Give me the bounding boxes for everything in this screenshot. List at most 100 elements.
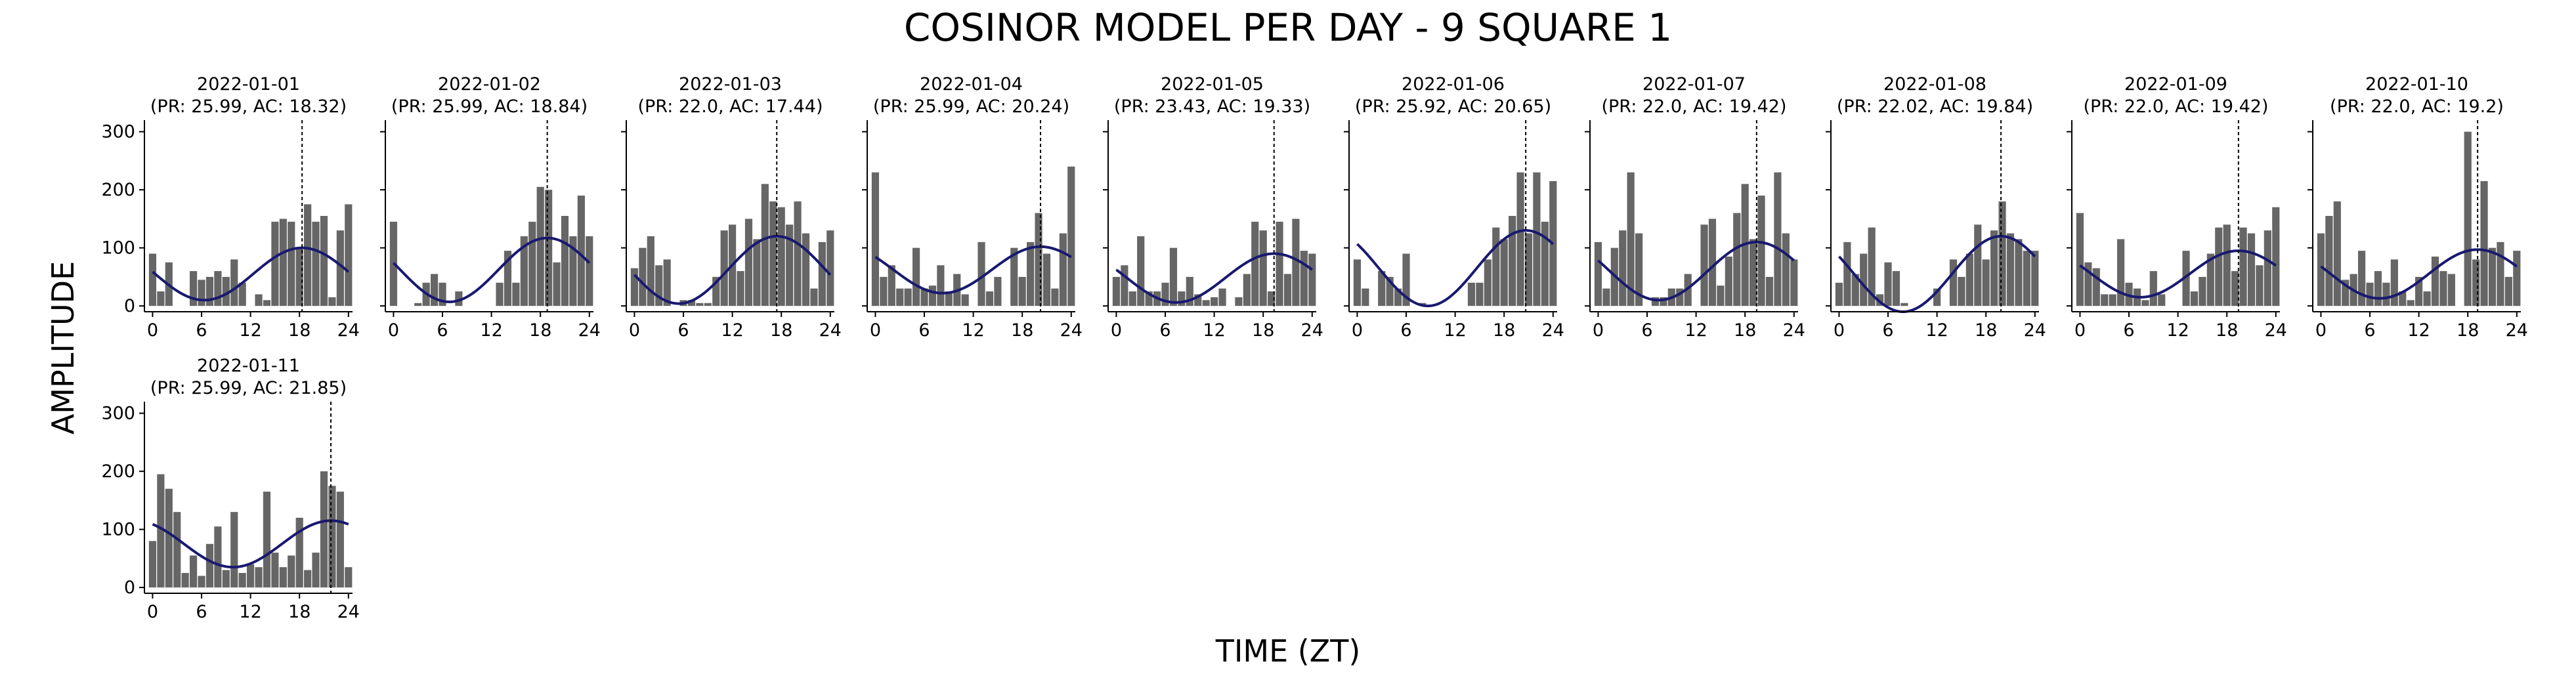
x-tick-label: 24: [337, 602, 360, 622]
x-tick-label: 12: [2407, 320, 2430, 341]
hourly-bar: [214, 526, 222, 588]
hourly-bar: [496, 282, 504, 306]
hourly-bar: [279, 219, 287, 306]
x-tick-label: 18: [529, 320, 551, 341]
x-tick-label: 12: [2166, 320, 2189, 341]
hourly-bar: [810, 288, 818, 306]
cosinor-fit-line: [2320, 248, 2518, 300]
x-tick-label: 24: [578, 320, 601, 341]
hourly-bar: [2076, 213, 2084, 306]
hourly-bar: [2149, 271, 2157, 306]
x-tick-label: 0: [2315, 320, 2327, 341]
x-tick-label: 0: [629, 320, 640, 341]
panel-date-title: 2022-01-08: [1883, 74, 1986, 95]
hourly-bar: [928, 285, 937, 306]
hourly-bar: [2472, 259, 2480, 306]
x-tick-label: 6: [2123, 320, 2134, 341]
hourly-bar: [2190, 291, 2199, 306]
x-tick-label: 18: [288, 602, 311, 622]
hourly-bar: [630, 268, 639, 306]
x-tick-label: 6: [1400, 320, 1411, 341]
hourly-bar: [271, 553, 279, 588]
hourly-bar: [569, 236, 577, 306]
hourly-bar: [2439, 271, 2447, 306]
hourly-bar: [985, 291, 994, 306]
hourly-bar: [1121, 265, 1128, 306]
hourly-bar: [1476, 282, 1484, 306]
hourly-bar: [561, 216, 569, 306]
hourly-bar: [920, 288, 928, 306]
hourly-bar: [1178, 291, 1186, 306]
day-panel: 2022-01-08(PR: 22.02, AC: 19.84) 0 6 12 18 24: [1826, 74, 2046, 341]
hourly-bar: [414, 303, 422, 306]
hourly-bar: [1308, 253, 1316, 306]
hourly-bar: [1042, 253, 1051, 306]
x-tick-label: 24: [1542, 320, 1564, 341]
hourly-bar: [1725, 256, 1732, 306]
hourly-bar: [1835, 282, 1843, 306]
hourly-bar: [818, 242, 826, 306]
hourly-bar: [2141, 300, 2149, 306]
y-tick-label: 200: [101, 461, 135, 482]
hourly-bar: [802, 233, 810, 306]
hourly-bar: [1676, 288, 1684, 306]
hourly-bar: [2015, 239, 2023, 306]
x-tick-label: 12: [480, 320, 502, 341]
hourly-bar: [1765, 276, 1774, 306]
x-tick-label: 6: [2364, 320, 2375, 341]
hourly-bar: [786, 224, 794, 306]
hourly-bar: [769, 201, 777, 306]
x-tick-label: 6: [1641, 320, 1652, 341]
day-panel: 2022-01-06(PR: 25.92, AC: 20.65) 0 6 12 18 24: [1344, 74, 1564, 341]
hourly-bar: [1059, 233, 1067, 306]
panel-date-title: 2022-01-07: [1642, 74, 1746, 95]
figure-title: COSINOR MODEL PER DAY - 9 SQUARE 1: [903, 5, 1673, 50]
day-panel: 2022-01-02(PR: 25.99, AC: 18.84) 0 6 12 18 24: [380, 74, 601, 341]
panel-date-title: 2022-01-10: [2365, 74, 2468, 95]
hourly-bar: [647, 236, 655, 306]
hourly-bar: [655, 265, 663, 306]
hourly-bar: [896, 288, 904, 306]
x-tick-label: 18: [1493, 320, 1515, 341]
x-tick-label: 12: [721, 320, 743, 341]
panel-stats-subtitle: (PR: 23.43, AC: 19.33): [1114, 96, 1310, 117]
hourly-bar: [1843, 242, 1851, 306]
y-tick-label: 0: [124, 296, 135, 316]
hourly-bar: [2407, 300, 2415, 306]
hourly-bar: [148, 253, 157, 306]
hourly-bar: [2423, 291, 2431, 306]
y-tick-label: 200: [101, 180, 135, 200]
hourly-bar: [2199, 276, 2206, 306]
hourly-bar: [1402, 253, 1410, 306]
hourly-bar: [888, 265, 895, 306]
x-tick-label: 6: [1159, 320, 1170, 341]
panel-date-title: 2022-01-05: [1161, 74, 1264, 95]
hourly-bar: [271, 221, 279, 306]
hourly-bar: [1949, 259, 1958, 306]
hourly-bar: [1990, 230, 1998, 306]
hourly-bar: [1933, 288, 1941, 306]
hourly-bar: [288, 555, 295, 588]
y-tick-label: 100: [101, 238, 135, 259]
hourly-bar: [2084, 262, 2092, 306]
hourly-bar: [1516, 172, 1524, 306]
hourly-bar: [1186, 276, 1193, 306]
hourly-bar: [222, 570, 230, 588]
hourly-bar: [2390, 259, 2398, 306]
hourly-bar: [2215, 227, 2223, 306]
hourly-bar: [639, 247, 647, 306]
day-panel: 2022-01-07(PR: 22.0, AC: 19.42) 0 6 12 18 24: [1585, 74, 1805, 341]
hourly-bar: [2366, 282, 2374, 306]
hourly-bar: [2182, 251, 2190, 306]
x-tick-label: 18: [770, 320, 792, 341]
hourly-bar: [1717, 285, 1725, 306]
x-tick-label: 0: [147, 602, 158, 622]
hourly-bar: [1161, 282, 1169, 306]
hourly-bar: [1194, 294, 1202, 306]
panel-stats-subtitle: (PR: 22.02, AC: 19.84): [1837, 96, 2033, 117]
x-tick-label: 12: [239, 320, 261, 341]
hourly-bar: [238, 573, 246, 588]
hourly-bar: [1660, 297, 1667, 306]
hourly-bar: [737, 271, 744, 306]
hourly-bar: [961, 294, 969, 306]
